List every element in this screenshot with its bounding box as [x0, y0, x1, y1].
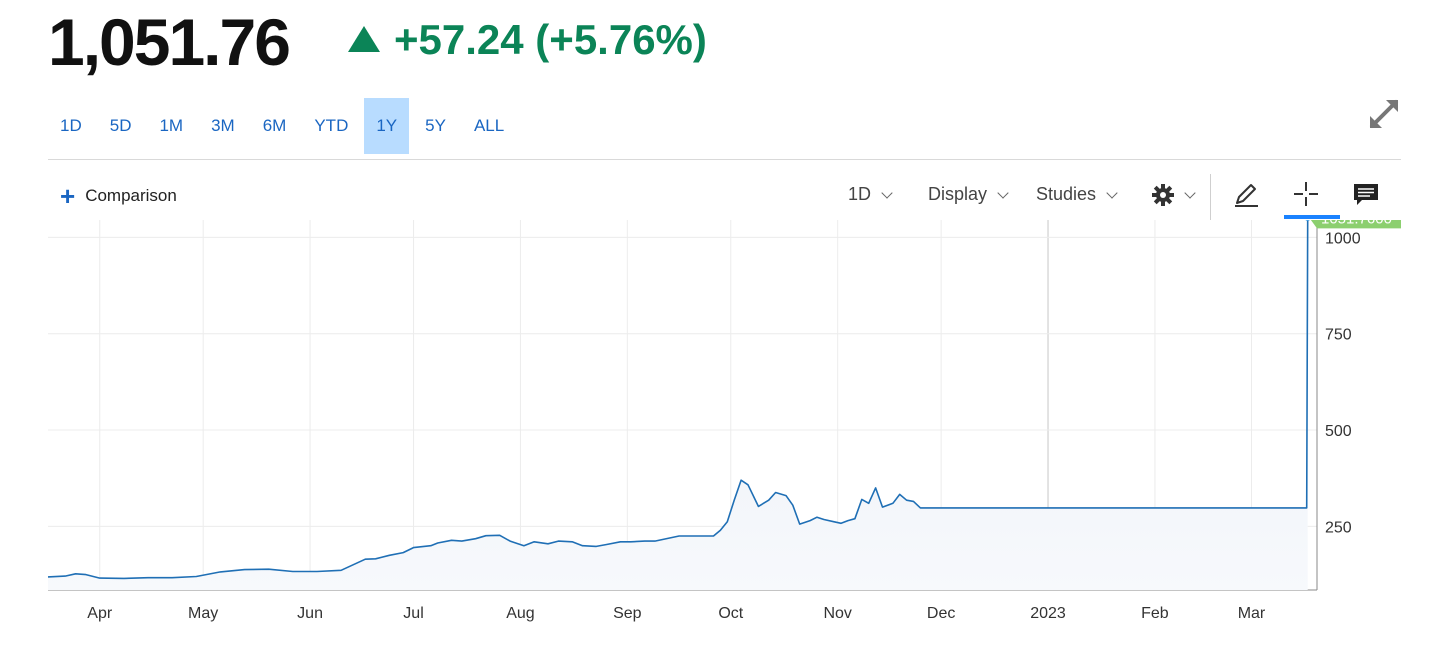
toolbar-separator	[1210, 174, 1211, 220]
y-tick-label: 500	[1325, 423, 1352, 440]
range-6m[interactable]: 6M	[262, 116, 287, 135]
up-arrow-icon	[348, 26, 380, 52]
plus-icon: +	[60, 181, 76, 211]
chevron-down-icon	[997, 186, 1009, 199]
expand-icon[interactable]	[1366, 96, 1402, 132]
range-1d[interactable]: 1D	[60, 116, 82, 135]
x-tick-label: Mar	[1238, 605, 1266, 622]
crosshair-icon	[1294, 182, 1318, 206]
x-tick-label: Nov	[823, 605, 851, 622]
range-5d[interactable]: 5D	[109, 116, 132, 135]
range-all[interactable]: ALL	[473, 116, 505, 135]
series-line	[47, 220, 1309, 580]
display-label: Display	[928, 184, 988, 204]
price-change-value: +57.24 (+5.76%)	[394, 16, 707, 63]
studies-dropdown[interactable]: Studies	[1036, 184, 1118, 205]
chart-toolbar: 1D Display Studies	[0, 178, 1456, 218]
last-value-tag: 1051.7600	[1310, 220, 1401, 229]
price-change: +57.24 (+5.76%)	[348, 16, 707, 64]
range-selector: 1D 5D 1M 3M 6M YTD 1Y 5Y ALL	[48, 98, 520, 154]
x-tick-label: Feb	[1141, 605, 1169, 622]
y-tick-label: 750	[1325, 327, 1352, 344]
interval-label: 1D	[848, 184, 872, 204]
x-tick-label: Aug	[506, 605, 534, 622]
pencil-icon	[1235, 184, 1258, 207]
x-tick-label: Jun	[297, 605, 323, 622]
series-area	[48, 220, 1308, 590]
y-tick-label: 1000	[1325, 230, 1361, 247]
range-3m[interactable]: 3M	[211, 116, 235, 135]
x-tick-label: Apr	[87, 605, 113, 622]
x-tick-label: Sep	[613, 605, 642, 622]
last-price: 1,051.76	[48, 5, 291, 79]
annotation-button[interactable]	[1346, 174, 1386, 214]
display-dropdown[interactable]: Display	[928, 184, 1009, 205]
x-tick-label: 2023	[1030, 605, 1066, 622]
comment-icon	[1354, 184, 1378, 205]
x-tick-label: Jul	[403, 605, 423, 622]
last-value-tag-bg	[1310, 220, 1401, 229]
crosshair-button[interactable]	[1286, 174, 1326, 214]
comparison-button[interactable]: + Comparison	[60, 181, 177, 211]
range-ytd[interactable]: YTD	[314, 116, 349, 135]
studies-label: Studies	[1036, 184, 1097, 204]
range-1m[interactable]: 1M	[159, 116, 184, 135]
comparison-label: Comparison	[85, 186, 177, 205]
chevron-down-icon	[1106, 186, 1118, 199]
chevron-down-icon	[1184, 187, 1196, 199]
last-value-label: 1051.7600	[1321, 220, 1392, 227]
draw-tool-button[interactable]	[1226, 174, 1266, 214]
x-tick-label: May	[188, 605, 218, 622]
x-tick-label: Oct	[718, 605, 743, 622]
interval-dropdown[interactable]: 1D	[848, 184, 893, 205]
range-5y[interactable]: 5Y	[425, 116, 446, 135]
y-tick-label: 250	[1325, 519, 1352, 536]
last-value-point	[1305, 220, 1310, 221]
settings-dropdown[interactable]	[1152, 184, 1196, 206]
x-tick-label: Dec	[927, 605, 955, 622]
price-chart[interactable]: Apr May Jun Jul Aug Sep Oct Nov Dec 2023 Feb Mar 250…	[0, 220, 1456, 640]
active-tool-indicator	[1284, 215, 1340, 219]
range-1y[interactable]: 1Y	[364, 98, 410, 154]
chevron-down-icon	[881, 186, 893, 199]
header-divider	[48, 159, 1401, 160]
gear-icon	[1152, 184, 1174, 206]
